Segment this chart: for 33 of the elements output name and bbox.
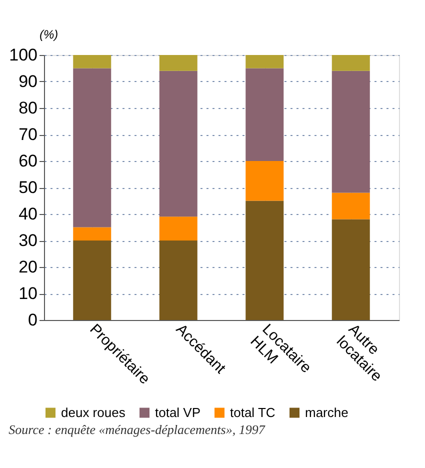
legend-label: deux roues [61, 404, 126, 420]
y-tick-label: 50 [18, 178, 38, 197]
y-tick-label: 0 [28, 310, 38, 330]
bar [73, 240, 112, 320]
bar [246, 200, 284, 320]
bar [159, 70, 198, 217]
legend-label: total VP [155, 404, 201, 420]
bar [73, 68, 112, 228]
bar [246, 161, 284, 201]
y-tick-label: 60 [18, 152, 38, 170]
y-tick-label: 30 [18, 231, 38, 250]
bar [246, 68, 284, 161]
y-tick-label: 70 [18, 125, 38, 144]
y-tick-label: 80 [18, 98, 38, 118]
bar [332, 192, 370, 220]
y-tick-label: 90 [18, 72, 38, 91]
bar [332, 70, 370, 193]
bar [246, 55, 284, 68]
legend-label: total TC [230, 404, 276, 420]
y-axis-title: (%) [40, 28, 58, 42]
bar [332, 219, 370, 320]
bar [73, 55, 112, 68]
y-tick-label: 40 [18, 204, 38, 224]
y-tick-label: 100 [9, 46, 38, 64]
legend-label: marche [305, 404, 348, 420]
bar [332, 55, 370, 71]
bar [159, 216, 198, 240]
y-tick-label: 10 [18, 284, 38, 303]
bar [73, 227, 112, 240]
bar [159, 240, 198, 320]
bar [159, 55, 198, 71]
source-note: Source : enquête «ménages-déplacements», 1997 [8, 422, 266, 437]
y-tick-label: 20 [18, 258, 38, 276]
